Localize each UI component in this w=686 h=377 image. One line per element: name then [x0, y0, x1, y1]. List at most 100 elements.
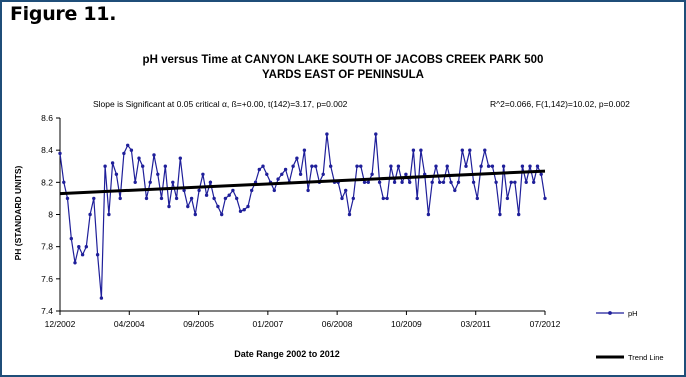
ph-data-point — [344, 188, 348, 193]
ph-data-point — [227, 193, 231, 197]
annotation-left: Slope is Significant at 0.05 critical α,… — [93, 99, 348, 109]
ph-data-point — [430, 180, 434, 184]
x-tick-label: 12/2002 — [45, 319, 76, 329]
ph-data-point — [186, 204, 190, 209]
ph-data-point — [381, 196, 385, 201]
plot-marks — [58, 132, 547, 300]
ph-data-point — [220, 212, 224, 217]
ph-data-point — [133, 180, 137, 184]
ph-data-point — [107, 212, 111, 217]
ph-data-point — [73, 261, 77, 265]
figure-label: Figure 11. — [10, 3, 117, 25]
ph-data-point — [174, 196, 179, 201]
ph-data-point — [340, 196, 344, 201]
x-tick-label: 01/2007 — [252, 319, 283, 329]
ph-data-point — [370, 172, 374, 176]
ph-data-point — [141, 164, 145, 168]
ph-data-point — [479, 164, 483, 168]
ph-data-point — [163, 164, 167, 168]
ph-data-point — [449, 180, 453, 184]
y-tick-label: 8.2 — [41, 177, 53, 187]
ph-data-point — [201, 172, 205, 176]
ph-data-point — [295, 156, 299, 160]
ph-data-point — [325, 132, 329, 136]
x-axis-label: Date Range 2002 to 2012 — [234, 349, 340, 359]
x-tick-label: 03/2011 — [461, 319, 491, 329]
x-tick-label: 04/2004 — [114, 319, 145, 329]
ph-data-point — [291, 164, 295, 168]
ph-data-point — [265, 172, 269, 176]
ph-data-point — [404, 172, 408, 176]
ph-data-point — [223, 196, 228, 201]
ph-data-point — [298, 172, 303, 176]
chart-title-line1: pH versus Time at CANYON LAKE SOUTH OF J… — [143, 54, 544, 66]
ph-data-point — [438, 180, 442, 184]
ph-data-point — [171, 180, 175, 184]
ph-data-point — [95, 253, 100, 257]
x-tick-label: 07/2012 — [530, 319, 561, 329]
ph-data-point — [389, 164, 393, 168]
y-tick-label: 8.4 — [41, 145, 53, 155]
ph-data-point — [486, 164, 491, 168]
ph-data-point — [99, 296, 104, 300]
ph-data-point — [197, 188, 201, 193]
ph-data-point — [377, 180, 382, 184]
ph-data-point — [464, 164, 468, 168]
x-tick-label: 10/2009 — [391, 319, 422, 329]
ph-data-point — [65, 196, 70, 201]
ph-data-point — [242, 208, 246, 212]
ph-data-point — [490, 164, 495, 168]
ph-data-point — [88, 212, 92, 217]
ph-data-point — [321, 172, 325, 176]
ph-data-point — [235, 196, 239, 201]
ph-data-point — [426, 212, 431, 217]
ph-data-point — [498, 212, 502, 217]
ph-data-point — [366, 180, 370, 184]
trend-line — [59, 169, 546, 196]
ph-data-point — [212, 196, 216, 201]
ph-data-point — [148, 180, 152, 184]
ph-data-point — [306, 188, 310, 193]
ph-data-point — [189, 196, 194, 201]
ph-data-point — [129, 148, 134, 152]
ph-data-point — [362, 180, 367, 184]
ph-data-point — [110, 161, 115, 165]
ph-data-point — [69, 236, 74, 241]
ph-data-point — [359, 164, 363, 168]
x-tick-label: 09/2005 — [183, 319, 214, 329]
ph-data-point — [524, 180, 528, 184]
ph-data-point — [501, 164, 506, 168]
ph-data-point — [400, 180, 404, 184]
ph-data-point — [310, 164, 314, 168]
ph-data-point — [351, 196, 355, 201]
ph-data-point — [415, 196, 419, 201]
ph-data-point — [238, 209, 243, 213]
ph-data-point — [374, 132, 378, 136]
y-tick-label: 8.6 — [41, 113, 53, 123]
ph-series-line — [59, 134, 546, 299]
ph-data-point — [193, 212, 197, 217]
y-tick-label: 7.8 — [41, 242, 53, 252]
ph-data-point — [208, 180, 213, 184]
ph-data-point — [456, 180, 461, 184]
ph-data-point — [77, 245, 81, 249]
y-tick-label: 8 — [48, 210, 53, 220]
ph-data-point — [231, 188, 235, 193]
ph-data-point — [167, 204, 171, 209]
ph-data-point — [494, 180, 498, 184]
ph-data-point — [471, 180, 476, 184]
y-tick-label: 7.4 — [41, 306, 53, 316]
ph-data-point — [532, 180, 536, 184]
ph-data-point — [347, 212, 352, 217]
ph-data-point — [419, 148, 423, 152]
ph-data-point — [392, 180, 397, 184]
ph-data-point — [355, 164, 359, 168]
y-tick-label: 7.6 — [41, 274, 53, 284]
ph-data-point — [385, 196, 389, 201]
ph-data-point — [509, 180, 513, 184]
legend-ph-marker — [608, 311, 612, 315]
annotation-right: R^2=0.066, F(1,142)=10.02, p=0.002 — [490, 99, 630, 109]
ph-data-point — [280, 172, 284, 176]
